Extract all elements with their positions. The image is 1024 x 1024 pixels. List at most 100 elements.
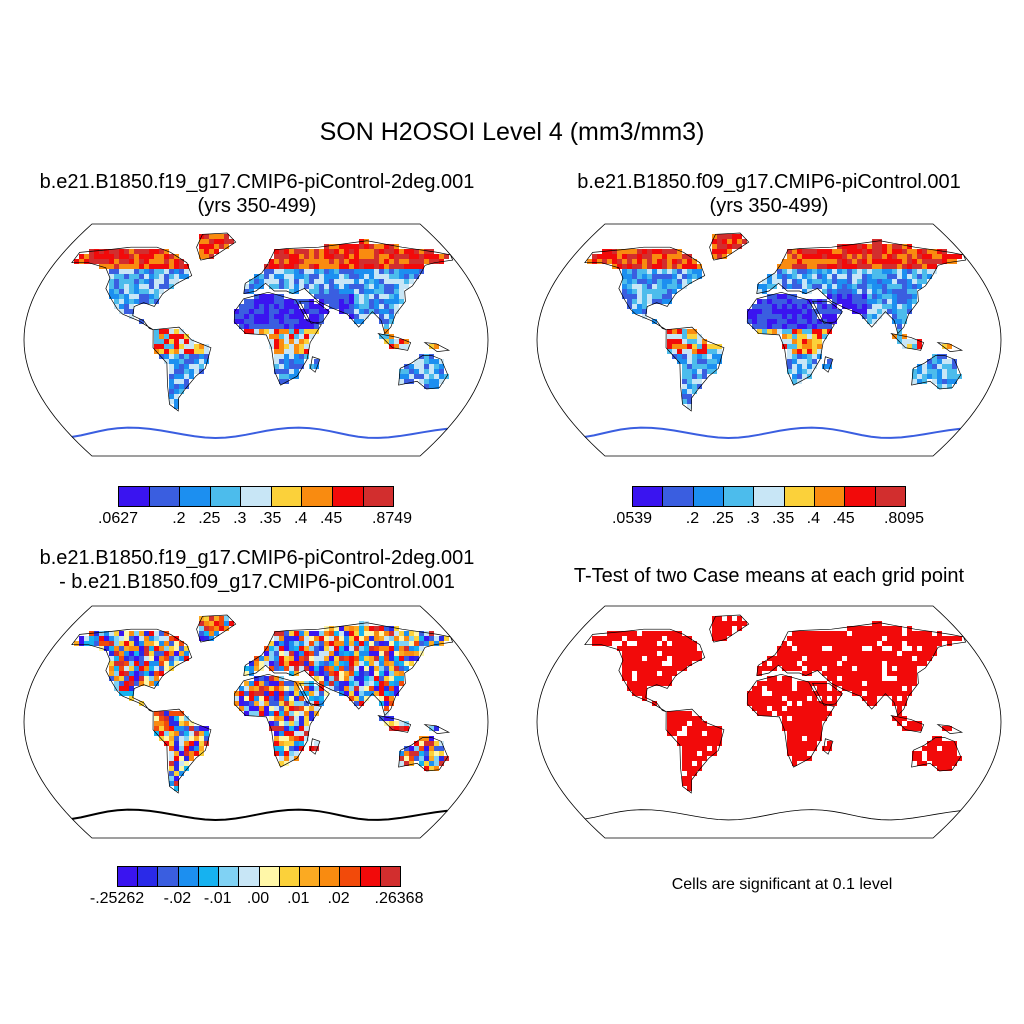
grid-cell xyxy=(692,646,697,651)
grid-cell xyxy=(299,736,304,741)
grid-cell xyxy=(792,294,797,299)
colorbar-swatch xyxy=(180,487,211,506)
grid-cell xyxy=(802,686,807,691)
panel-1-title: b.e21.B1850.f19_g17.CMIP6-piControl-2deg… xyxy=(0,170,514,218)
grid-cell xyxy=(922,656,927,661)
grid-cell xyxy=(787,646,792,651)
grid-cell xyxy=(204,354,209,359)
grid-cell xyxy=(797,691,802,696)
grid-cell xyxy=(807,661,812,666)
grid-cell xyxy=(199,726,204,731)
grid-cell xyxy=(414,274,419,279)
grid-cell xyxy=(867,686,872,691)
grid-cell xyxy=(159,721,164,726)
grid-cell xyxy=(289,339,294,344)
grid-cell xyxy=(84,259,89,264)
grid-cell xyxy=(284,726,289,731)
grid-cell xyxy=(687,279,692,284)
grid-cell xyxy=(309,284,314,289)
grid-cell xyxy=(264,299,269,304)
grid-cell xyxy=(389,686,394,691)
grid-cell xyxy=(632,249,637,254)
grid-cell xyxy=(184,756,189,761)
grid-cell xyxy=(802,671,807,676)
grid-cell xyxy=(882,681,887,686)
grid-cell xyxy=(144,646,149,651)
coastline xyxy=(243,240,454,335)
grid-cell xyxy=(144,671,149,676)
grid-cell xyxy=(129,661,134,666)
grid-cell xyxy=(632,666,637,671)
grid-cell xyxy=(912,676,917,681)
grid-cell xyxy=(897,334,902,339)
grid-cell xyxy=(792,726,797,731)
grid-cell xyxy=(289,304,294,309)
grid-cell xyxy=(379,656,384,661)
grid-cell xyxy=(114,259,119,264)
grid-cell xyxy=(129,279,134,284)
grid-cell xyxy=(907,289,912,294)
grid-cell xyxy=(807,736,812,741)
grid-cell xyxy=(782,696,787,701)
grid-cell xyxy=(359,244,364,249)
grid-cell xyxy=(762,696,767,701)
grid-cell xyxy=(344,651,349,656)
grid-cell xyxy=(862,671,867,676)
grid-cell xyxy=(354,686,359,691)
grid-cell xyxy=(324,671,329,676)
coastline xyxy=(398,737,449,772)
grid-cell xyxy=(134,254,139,259)
grid-cell xyxy=(299,314,304,319)
grid-cell xyxy=(269,696,274,701)
grid-cell xyxy=(314,671,319,676)
grid-cell xyxy=(637,289,642,294)
grid-cell xyxy=(897,299,902,304)
grid-cell xyxy=(667,274,672,279)
grid-cell xyxy=(792,354,797,359)
grid-cell xyxy=(812,269,817,274)
grid-cell xyxy=(114,299,119,304)
grid-cell xyxy=(637,294,642,299)
grid-cell xyxy=(857,274,862,279)
grid-cell xyxy=(862,686,867,691)
grid-cell xyxy=(697,726,702,731)
grid-cell xyxy=(259,324,264,329)
grid-cell xyxy=(697,731,702,736)
grid-cell xyxy=(134,666,139,671)
grid-cell xyxy=(777,324,782,329)
grid-cell xyxy=(767,666,772,671)
grid-cell xyxy=(667,671,672,676)
grid-cell xyxy=(777,661,782,666)
grid-cell xyxy=(787,736,792,741)
grid-cell xyxy=(359,631,364,636)
grid-cell xyxy=(409,259,414,264)
grid-cell xyxy=(622,656,627,661)
grid-cell xyxy=(792,716,797,721)
grid-cell xyxy=(952,374,957,379)
grid-cell xyxy=(802,344,807,349)
grid-cell xyxy=(872,259,877,264)
grid-cell xyxy=(314,696,319,701)
grid-cell xyxy=(394,289,399,294)
grid-cell xyxy=(757,329,762,334)
grid-cell xyxy=(722,244,727,249)
grid-cell xyxy=(179,641,184,646)
grid-cell xyxy=(139,656,144,661)
grid-cell xyxy=(134,631,139,636)
grid-cell xyxy=(309,651,314,656)
grid-cell xyxy=(917,726,922,731)
grid-cell xyxy=(822,651,827,656)
grid-cell xyxy=(762,661,767,666)
grid-cell xyxy=(902,269,907,274)
grid-cell xyxy=(289,651,294,656)
grid-cell xyxy=(319,304,324,309)
grid-cell xyxy=(274,706,279,711)
grid-cell xyxy=(617,254,622,259)
grid-cell xyxy=(159,631,164,636)
grid-cell xyxy=(159,334,164,339)
grid-cell xyxy=(782,344,787,349)
grid-cell xyxy=(294,319,299,324)
grid-cell xyxy=(394,254,399,259)
grid-cell xyxy=(299,706,304,711)
grid-cell xyxy=(239,701,244,706)
